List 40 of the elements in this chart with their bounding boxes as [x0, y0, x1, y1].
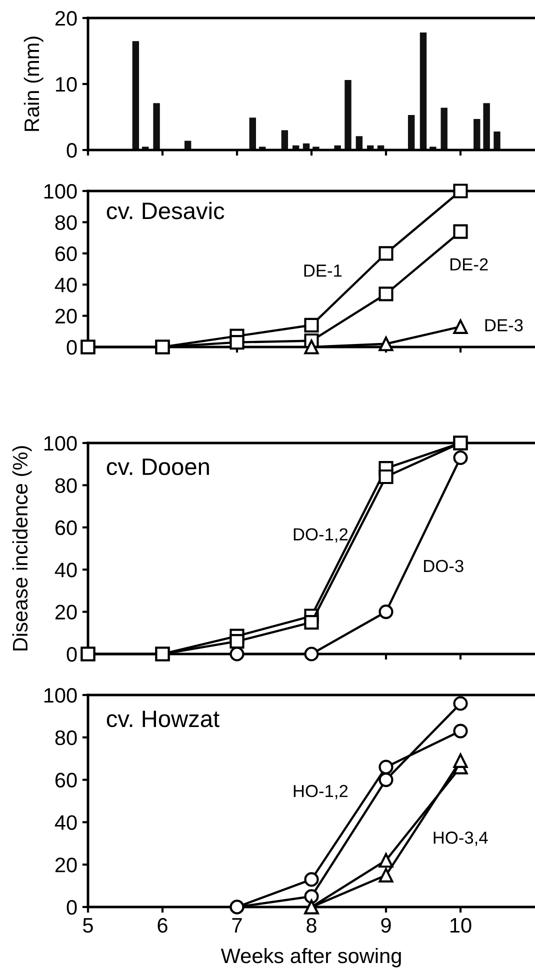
y-tick-label: 40 [54, 815, 77, 830]
y-tick-label: 60 [55, 246, 77, 262]
y-tick-label: 10 [56, 77, 77, 92]
annotation: HO-1,2 [294, 784, 348, 800]
annotation: DO-1,2 [294, 528, 348, 543]
y-tick-label: 0 [66, 647, 77, 662]
y-tick-label: 0 [66, 900, 77, 915]
x-tick-label: 8 [306, 918, 316, 933]
text: cv. Howzat [106, 710, 220, 728]
y-tick-label: 0 [66, 340, 77, 355]
annotation: DE-2 [450, 258, 488, 270]
annotation: DO-3 [424, 560, 464, 572]
y-tick-label: 100 [44, 688, 77, 703]
y-tick-label: 100 [44, 436, 77, 451]
y-tick-label: 40 [54, 562, 77, 578]
y-tick-label: 60 [55, 772, 77, 788]
annotation: DE-1 [304, 264, 342, 277]
x-tick-label: 5 [83, 918, 93, 933]
annotation: HO-3,4 [434, 832, 488, 846]
y-tick-label: 100 [44, 184, 77, 199]
x-tick-label: 10 [450, 918, 472, 933]
chart-title: cv. Desavic [106, 202, 224, 220]
y-tick-label: 20 [55, 11, 77, 26]
x-tick-label: 7 [232, 918, 242, 933]
x-tick-label: 9 [381, 918, 391, 933]
y-tick-label: 80 [55, 730, 77, 746]
y-tick-label: 80 [55, 478, 77, 493]
y-tick-label: 40 [54, 278, 77, 292]
text: cv. Dooen [106, 458, 209, 476]
x-axis-title: Weeks after sowing [220, 948, 401, 968]
y-tick-label: 20 [55, 858, 77, 872]
y-axis-title: Rain (mm) [24, 36, 44, 131]
y-axis-title: Disease incidence (%) [12, 446, 32, 650]
y-tick-label: 20 [55, 308, 77, 324]
y-tick-label: 80 [55, 215, 77, 230]
y-tick-label: 0 [66, 143, 77, 158]
y-tick-label: 60 [55, 520, 77, 536]
annotation: DE-3 [485, 319, 523, 332]
x-tick-label: 6 [158, 918, 168, 933]
y-tick-label: 20 [55, 604, 77, 620]
